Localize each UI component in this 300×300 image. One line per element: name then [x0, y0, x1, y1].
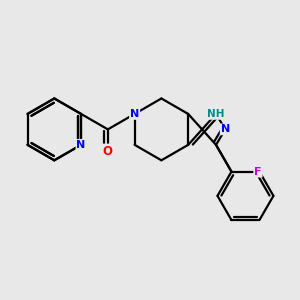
Text: N: N [130, 109, 139, 119]
Text: NH: NH [207, 109, 225, 119]
Text: F: F [254, 167, 262, 177]
Text: N: N [76, 140, 86, 150]
Text: N: N [221, 124, 230, 134]
Text: O: O [103, 145, 113, 158]
